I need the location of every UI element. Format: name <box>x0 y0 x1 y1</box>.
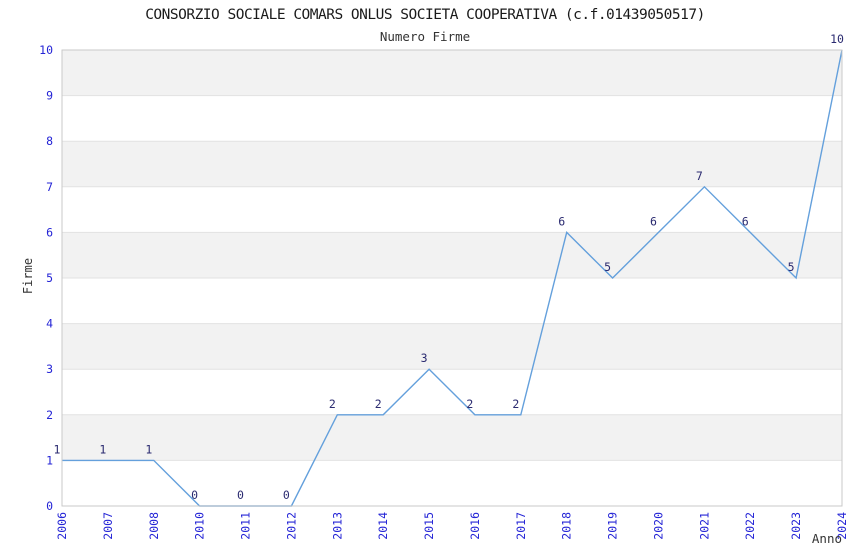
x-tick-label: 2007 <box>101 512 115 540</box>
x-axis-title: Anno <box>811 531 842 546</box>
plot-band <box>62 141 842 187</box>
data-point-label: 3 <box>421 351 428 365</box>
data-point-label: 1 <box>99 442 106 456</box>
data-point-label: 7 <box>696 169 703 183</box>
x-tick-label: 2019 <box>606 512 620 540</box>
plot-band <box>62 232 842 278</box>
data-point-label: 6 <box>742 214 749 228</box>
y-axis-title: Firme <box>21 257 35 295</box>
data-line <box>62 49 843 507</box>
x-tick-label: 2013 <box>330 512 344 540</box>
data-point-label: 2 <box>375 397 382 411</box>
data-point-label: 6 <box>650 214 657 228</box>
data-point-label: 2 <box>329 397 336 411</box>
x-tick-label: 2020 <box>652 512 666 540</box>
x-tick-label: 2015 <box>422 512 436 540</box>
y-tick-label: 1 <box>46 453 53 467</box>
x-tick-label: 2023 <box>789 512 803 540</box>
data-point-label: 1 <box>54 442 61 456</box>
x-tick-label: 2006 <box>55 512 69 540</box>
data-point-label: 10 <box>830 32 844 46</box>
chart-title: CONSORZIO SOCIALE COMARS ONLUS SOCIETA C… <box>145 7 705 23</box>
y-tick-label: 0 <box>46 499 53 513</box>
x-tick-label: 2017 <box>514 512 528 540</box>
data-point-label: 5 <box>604 260 611 274</box>
x-tick-label: 2012 <box>284 512 298 540</box>
plot-band <box>62 323 842 370</box>
x-tick-label: 2011 <box>239 512 253 540</box>
x-tick-label: 2008 <box>147 512 161 540</box>
x-tick-label: 2016 <box>468 512 482 540</box>
y-tick-label: 3 <box>46 362 53 376</box>
data-point-label: 6 <box>558 214 565 228</box>
x-tick-label: 2018 <box>560 512 574 540</box>
plot-frame <box>61 49 843 507</box>
y-tick-label: 5 <box>46 271 53 285</box>
data-point-label: 5 <box>788 260 795 274</box>
data-point-label: 0 <box>191 488 198 502</box>
y-tick-label: 9 <box>46 89 53 103</box>
y-tick-label: 4 <box>46 317 53 331</box>
data-point-label: 0 <box>283 488 290 502</box>
plot-band <box>62 50 842 96</box>
data-point-label: 1 <box>145 442 152 456</box>
chart-subtitle: Numero Firme <box>379 29 471 44</box>
y-tick-label: 8 <box>46 134 53 148</box>
y-tick-label: 2 <box>46 408 53 422</box>
plot-band <box>62 414 842 461</box>
x-tick-label: 2010 <box>193 512 207 540</box>
y-tick-label: 7 <box>46 180 53 194</box>
x-tick-label: 2022 <box>743 512 757 540</box>
x-tick-label: 2024 <box>835 512 849 540</box>
data-point-label: 2 <box>466 397 473 411</box>
x-tick-label: 2021 <box>697 512 711 540</box>
y-tick-label: 10 <box>39 43 53 57</box>
data-point-label: 0 <box>237 488 244 502</box>
data-point-label: 2 <box>512 397 519 411</box>
x-tick-label: 2014 <box>376 512 390 540</box>
y-tick-label: 6 <box>46 225 53 239</box>
